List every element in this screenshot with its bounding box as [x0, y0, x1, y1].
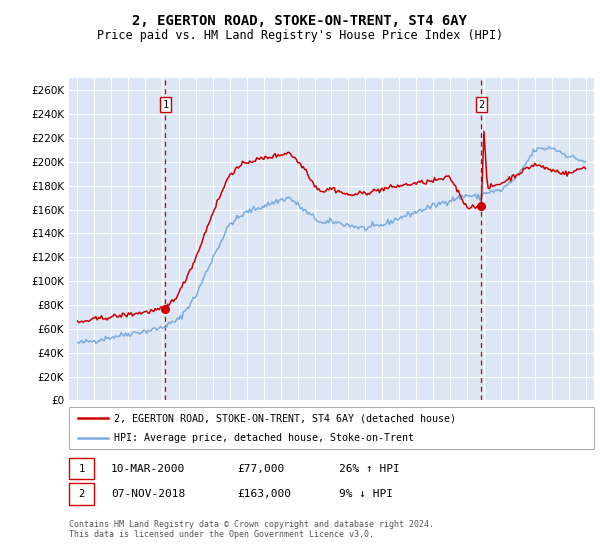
Text: £77,000: £77,000: [237, 464, 284, 474]
Text: 2, EGERTON ROAD, STOKE-ON-TRENT, ST4 6AY: 2, EGERTON ROAD, STOKE-ON-TRENT, ST4 6AY: [133, 14, 467, 28]
Text: 07-NOV-2018: 07-NOV-2018: [111, 489, 185, 499]
Text: 1: 1: [162, 100, 169, 110]
Text: HPI: Average price, detached house, Stoke-on-Trent: HPI: Average price, detached house, Stok…: [114, 433, 414, 444]
Text: 9% ↓ HPI: 9% ↓ HPI: [339, 489, 393, 499]
Text: Contains HM Land Registry data © Crown copyright and database right 2024.
This d: Contains HM Land Registry data © Crown c…: [69, 520, 434, 539]
Text: 2: 2: [79, 489, 85, 499]
Text: 26% ↑ HPI: 26% ↑ HPI: [339, 464, 400, 474]
Text: 2: 2: [478, 100, 485, 110]
Text: 1: 1: [79, 464, 85, 474]
Text: 2, EGERTON ROAD, STOKE-ON-TRENT, ST4 6AY (detached house): 2, EGERTON ROAD, STOKE-ON-TRENT, ST4 6AY…: [114, 413, 456, 423]
Text: Price paid vs. HM Land Registry's House Price Index (HPI): Price paid vs. HM Land Registry's House …: [97, 29, 503, 42]
Text: £163,000: £163,000: [237, 489, 291, 499]
Text: 10-MAR-2000: 10-MAR-2000: [111, 464, 185, 474]
